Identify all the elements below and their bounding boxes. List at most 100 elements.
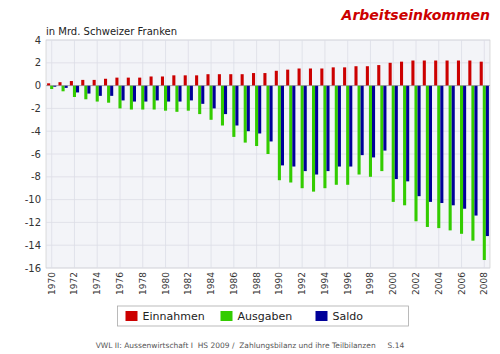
grid-line-y	[46, 268, 490, 269]
bar	[255, 86, 258, 146]
bar	[400, 62, 403, 86]
bar	[84, 86, 87, 100]
bar	[480, 62, 483, 86]
grid-line-x	[142, 40, 143, 268]
bar	[332, 67, 335, 85]
bar	[411, 61, 414, 86]
bar	[210, 86, 213, 120]
bar	[278, 86, 281, 181]
x-tick-label: 1976	[115, 272, 125, 295]
bar	[366, 66, 369, 85]
bar	[153, 86, 156, 110]
bar	[434, 61, 437, 86]
bar	[198, 86, 201, 115]
x-tick-label: 2004	[434, 272, 444, 295]
bar	[241, 74, 244, 85]
bar	[206, 74, 209, 85]
grid-line-y	[46, 199, 490, 200]
bar	[122, 86, 125, 101]
bar	[383, 86, 386, 151]
bar	[47, 83, 50, 85]
y-tick-label: -10	[25, 194, 41, 205]
grid-line-y	[46, 176, 490, 177]
grid-line-x	[97, 40, 98, 268]
x-tick-label: 1984	[206, 272, 216, 295]
y-tick-label: -8	[31, 171, 41, 182]
bar	[323, 86, 326, 189]
bar	[286, 70, 289, 86]
bar	[213, 86, 216, 109]
bar	[107, 86, 110, 103]
bar	[58, 82, 61, 85]
bar	[346, 86, 349, 185]
bar	[312, 86, 315, 192]
bar	[335, 86, 338, 185]
x-tick-label: 1980	[161, 272, 171, 295]
y-tick-label: 0	[35, 80, 41, 91]
legend-label: Einnahmen	[143, 310, 205, 323]
bar	[141, 86, 144, 110]
x-tick-label: 1998	[365, 272, 375, 295]
grid-line-x	[256, 40, 257, 268]
bar	[175, 86, 178, 112]
bar	[418, 86, 421, 197]
legend-frame	[118, 306, 409, 326]
x-tick-label: 1988	[252, 272, 262, 295]
bar	[99, 86, 102, 96]
bar	[457, 61, 460, 86]
grid-line-x	[74, 40, 75, 268]
x-tick-label: 2008	[479, 272, 489, 295]
x-tick-label: 2000	[388, 272, 398, 295]
y-tick-label: 2	[35, 57, 41, 68]
bar	[73, 86, 76, 97]
bar	[380, 86, 383, 172]
bar	[349, 86, 352, 167]
bar	[298, 69, 301, 86]
legend-swatch	[316, 311, 328, 321]
bar	[471, 86, 474, 241]
x-tick-label: 2002	[411, 272, 421, 295]
bar	[446, 61, 449, 86]
x-tick-label: 2006	[457, 272, 467, 295]
bar	[187, 86, 190, 111]
bar	[115, 78, 118, 86]
y-tick-label: -2	[31, 103, 41, 114]
bar	[372, 86, 375, 158]
bar	[377, 65, 380, 86]
x-tick-label: 1996	[343, 272, 353, 295]
bar	[486, 86, 489, 236]
bar	[414, 86, 417, 222]
title: Arbeitseinkommen	[341, 7, 490, 23]
bar	[76, 86, 79, 93]
bars	[47, 61, 489, 260]
bar	[266, 86, 269, 154]
bar	[229, 74, 232, 85]
x-tick-label: 1978	[138, 272, 148, 295]
grid-line-y	[46, 245, 490, 246]
bar	[301, 86, 304, 189]
bar	[423, 61, 426, 86]
bar	[289, 86, 292, 183]
legend-swatch	[126, 311, 138, 321]
bar	[406, 86, 409, 182]
bar	[161, 76, 164, 85]
bar	[309, 69, 312, 86]
y-tick-label: -4	[31, 126, 41, 137]
bar	[429, 86, 432, 202]
bar	[110, 86, 113, 96]
legend: EinnahmenAusgabenSaldo	[118, 306, 409, 326]
bar	[281, 86, 284, 166]
grid-line-x	[188, 40, 189, 268]
bar	[81, 80, 84, 86]
chart-svg: Arbeitseinkommenin Mrd. Schweizer Franke…	[0, 0, 500, 354]
grid-line-y	[46, 222, 490, 223]
y-tick-label: -12	[25, 217, 41, 228]
bar	[93, 80, 96, 86]
legend-label: Ausgaben	[238, 310, 293, 323]
bar	[224, 86, 227, 115]
bar	[144, 86, 147, 102]
bar	[395, 86, 398, 179]
bar	[358, 86, 361, 175]
bar	[326, 86, 329, 172]
bar	[244, 86, 247, 143]
